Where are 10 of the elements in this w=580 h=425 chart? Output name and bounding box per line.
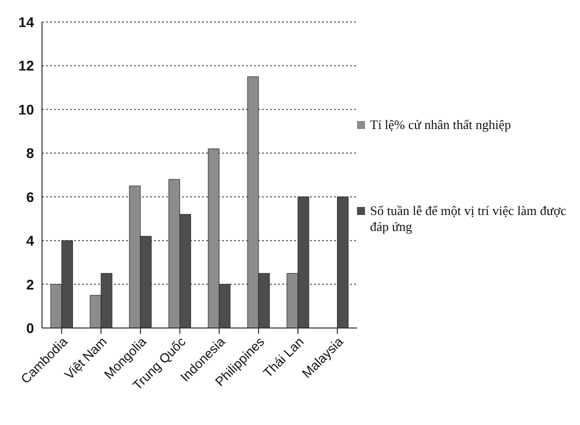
y-tick-label: 6 <box>26 188 34 205</box>
legend-label: Số tuần lễ để một vị trí việc làm được đáp ứng <box>370 202 567 234</box>
y-tick-label: 4 <box>26 232 34 249</box>
y-tick-label: 10 <box>18 101 34 118</box>
y-tick-label: 2 <box>26 276 34 292</box>
y-tick-label: 0 <box>26 320 34 336</box>
y-tick-label: 8 <box>26 145 34 162</box>
y-tick-label: 14 <box>18 14 34 30</box>
y-tick-label: 12 <box>18 58 34 74</box>
legend-label: Tỉ lệ% cử nhân thất nghiệp <box>370 116 511 132</box>
